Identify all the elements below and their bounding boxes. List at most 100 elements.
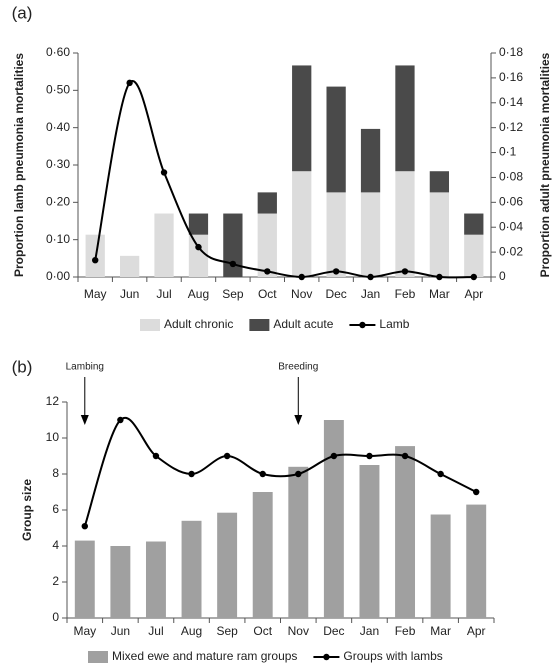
bar — [326, 192, 346, 277]
bar — [181, 520, 202, 618]
bar — [257, 213, 277, 277]
line-marker — [264, 268, 271, 275]
y-tick-label: 0·50 — [46, 83, 70, 97]
bar — [429, 192, 450, 277]
legend-label: Groups with lambs — [343, 649, 442, 663]
line-marker — [259, 470, 266, 478]
bar — [217, 512, 238, 618]
bar — [154, 213, 174, 277]
x-tick-label: Dec — [325, 287, 346, 301]
panel-label: (a) — [12, 3, 33, 22]
bar — [188, 234, 209, 277]
legend-label: Adult chronic — [164, 317, 233, 331]
x-tick-label: Aug — [188, 287, 209, 301]
chart-panel: (b) 0 2 4 6 8 10 12 Group size May Jun Jul Aug Sep Oct… — [12, 357, 495, 663]
line-marker — [223, 452, 231, 460]
y-tick-label: 6 — [52, 502, 59, 516]
bar — [288, 466, 309, 618]
line-marker — [473, 488, 480, 496]
line-marker — [92, 257, 99, 264]
bar — [464, 213, 484, 235]
chart-panel: (a) 0·00 0·10 0·20 0·30 0·40 0·50 0·60 0 0·02 0·04… — [12, 3, 553, 331]
bar — [119, 255, 140, 277]
y2-axis-title: Proportion adult pneumonia mortalities — [538, 52, 552, 277]
x-tick-label: Sep — [222, 287, 244, 301]
y2-tick-label: 0·12 — [499, 120, 523, 134]
y-tick-label: 0·60 — [46, 45, 70, 59]
y-tick-label: 0·10 — [46, 232, 70, 246]
legend-swatch — [249, 319, 270, 331]
x-tick-label: May — [73, 624, 96, 638]
x-tick-label: Jun — [111, 624, 130, 638]
y2-tick-label: 0·08 — [499, 170, 523, 184]
y-tick-label: 10 — [46, 430, 60, 444]
y-tick-label: 0·00 — [46, 269, 70, 283]
y-tick-label: 0·20 — [46, 195, 70, 209]
line-marker — [332, 268, 340, 275]
x-tick-label: May — [84, 287, 107, 301]
arrow-head — [80, 415, 89, 425]
x-tick-label: Nov — [288, 624, 309, 638]
y2-tick-label: 0·16 — [499, 70, 523, 84]
x-tick-label: Jun — [120, 287, 139, 301]
y-tick-label: 0·40 — [46, 120, 70, 134]
line-marker — [229, 260, 237, 268]
bar — [359, 465, 380, 618]
annotation: Breeding — [278, 362, 318, 373]
line-marker — [401, 268, 409, 275]
line-marker — [470, 273, 477, 281]
x-tick-label: Mar — [430, 624, 451, 638]
x-tick-label: Nov — [291, 287, 312, 301]
legend-swatch — [140, 319, 160, 331]
bar — [429, 171, 450, 193]
y2-tick-label: 0·14 — [499, 95, 523, 109]
bar — [395, 446, 416, 618]
x-tick-label: Apr — [467, 624, 486, 638]
line-marker — [366, 452, 373, 460]
line-marker — [436, 273, 443, 281]
y-tick-label: 12 — [46, 394, 60, 408]
bar — [110, 546, 131, 618]
x-tick-label: Jan — [361, 287, 380, 301]
y2-tick-label: 0·1 — [499, 145, 517, 159]
y-tick-label: 0 — [52, 610, 59, 624]
bar — [430, 514, 451, 618]
line — [94, 80, 474, 279]
arrow-head — [294, 415, 303, 425]
bar — [145, 541, 166, 618]
bar — [323, 420, 344, 618]
annotation: Lambing — [66, 362, 104, 373]
bar — [252, 492, 273, 618]
y2-tick-label: 0·18 — [499, 45, 523, 59]
y2-tick-label: 0 — [499, 269, 506, 283]
x-tick-label: Jan — [360, 624, 379, 638]
bar — [360, 128, 381, 193]
line-marker — [367, 273, 374, 281]
bar — [395, 171, 415, 277]
y-tick-label: 0·30 — [46, 157, 70, 171]
legend-label: Adult acute — [273, 317, 333, 331]
y2-tick-label: 0·06 — [499, 195, 523, 209]
y-axis-title: Group size — [20, 479, 34, 541]
x-tick-label: Oct — [253, 624, 272, 638]
line-marker — [298, 273, 305, 281]
y-tick-label: 8 — [52, 466, 59, 480]
bar — [257, 192, 277, 214]
line — [83, 416, 477, 527]
y2-tick-label: 0·02 — [499, 244, 523, 258]
x-tick-label: Feb — [395, 287, 416, 301]
bar — [360, 192, 381, 277]
line-marker — [195, 243, 202, 251]
line-marker — [437, 470, 444, 478]
x-tick-label: Sep — [216, 624, 238, 638]
legend-swatch — [323, 653, 330, 661]
panel-label: (b) — [12, 357, 33, 376]
bar — [188, 213, 209, 235]
bar — [74, 540, 95, 618]
bar — [223, 213, 243, 277]
x-tick-label: Jul — [156, 287, 171, 301]
bar — [326, 86, 346, 193]
bar — [466, 504, 487, 618]
